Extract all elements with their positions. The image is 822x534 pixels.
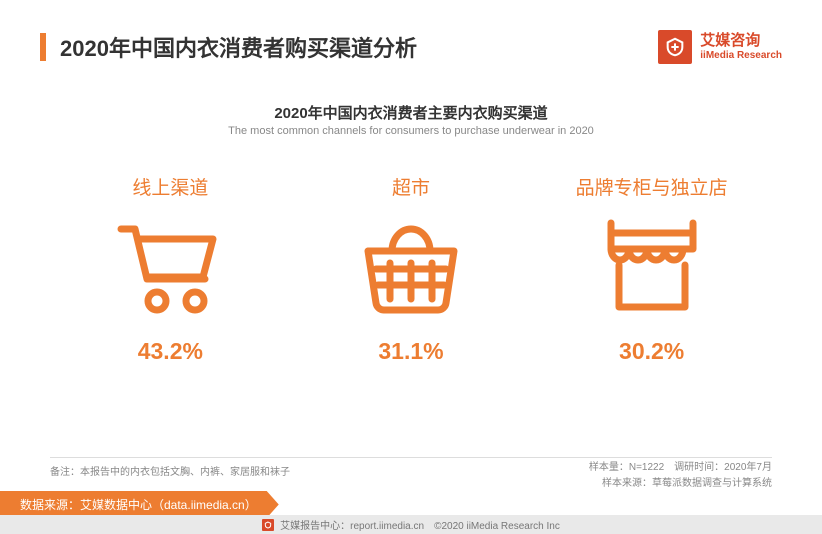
channel-supermarket: 超市 31.1%	[311, 173, 511, 365]
source-ribbon: 数据来源：艾媒数据中心（data.iimedia.cn）	[0, 491, 279, 518]
channel-percent: 30.2%	[552, 338, 752, 365]
accent-bar	[40, 33, 46, 61]
page-title: 2020年中国内衣消费者购买渠道分析	[60, 31, 658, 63]
brand-block: 艾媒咨询 iiMedia Research	[658, 30, 782, 64]
channels-row: 线上渠道 43.2% 超市	[0, 137, 822, 365]
header: 2020年中国内衣消费者购买渠道分析 艾媒咨询 iiMedia Research	[0, 0, 822, 64]
sample-line-2: 样本来源：草莓派数据调查与计算系统	[589, 476, 772, 492]
brand-text: 艾媒咨询 iiMedia Research	[700, 33, 782, 61]
brand-logo-icon	[658, 30, 692, 64]
footnote: 备注：本报告中的内衣包括文胸、内裤、家居服和袜子	[50, 463, 290, 478]
channel-label: 线上渠道	[70, 173, 270, 200]
channel-label: 品牌专柜与独立店	[552, 173, 752, 200]
subtitle-en: The most common channels for consumers t…	[0, 125, 822, 137]
brand-name-cn: 艾媒咨询	[700, 33, 782, 50]
footer-logo-icon	[262, 519, 274, 531]
channel-percent: 43.2%	[70, 338, 270, 365]
divider-line	[50, 457, 772, 458]
footer-text: 艾媒报告中心：report.iimedia.cn ©2020 iiMedia R…	[280, 517, 560, 532]
channel-store: 品牌专柜与独立店 30.2%	[552, 173, 752, 365]
footer-bar: 艾媒报告中心：report.iimedia.cn ©2020 iiMedia R…	[0, 515, 822, 534]
subtitle-cn: 2020年中国内衣消费者主要内衣购买渠道	[0, 102, 822, 123]
channel-online: 线上渠道 43.2%	[70, 173, 270, 365]
subtitle-block: 2020年中国内衣消费者主要内衣购买渠道 The most common cha…	[0, 102, 822, 137]
sample-info: 样本量：N=1222 调研时间：2020年7月 样本来源：草莓派数据调查与计算系…	[589, 460, 772, 492]
channel-label: 超市	[311, 173, 511, 200]
basket-icon	[311, 214, 511, 324]
report-card: 2020年中国内衣消费者购买渠道分析 艾媒咨询 iiMedia Research…	[0, 0, 822, 534]
sample-line-1: 样本量：N=1222 调研时间：2020年7月	[589, 460, 772, 476]
channel-percent: 31.1%	[311, 338, 511, 365]
brand-name-en: iiMedia Research	[700, 50, 782, 61]
cart-icon	[70, 214, 270, 324]
store-icon	[552, 214, 752, 324]
